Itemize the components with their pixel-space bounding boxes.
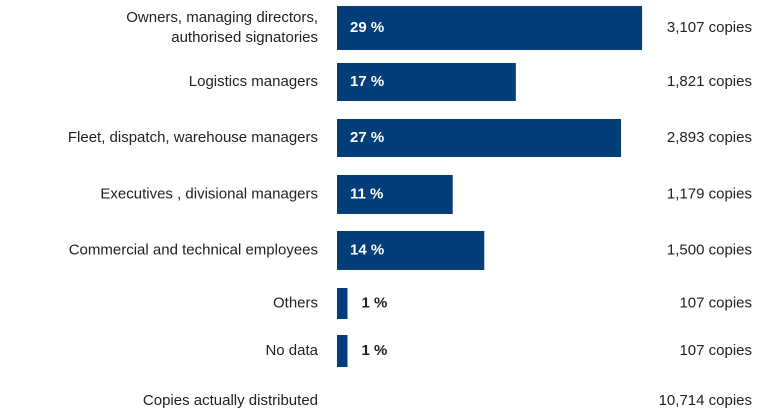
copies-label: 107 copies (679, 342, 752, 359)
copies-label: 2,893 copies (667, 129, 752, 146)
category-label: Executives , divisional managers (100, 185, 318, 202)
bar (337, 175, 453, 214)
bar (337, 231, 485, 270)
total-copies: 10,714 copies (659, 392, 752, 409)
category-label: Commercial and technical employees (69, 241, 318, 258)
category-label: Others (273, 294, 318, 311)
copies-label: 1,821 copies (667, 73, 752, 90)
bar (337, 6, 643, 50)
bar (337, 335, 348, 367)
copies-label: 3,107 copies (667, 19, 752, 36)
category-label: Owners, managing directors, authorised si… (126, 9, 318, 46)
copies-label: 107 copies (679, 294, 752, 311)
category-label: Logistics managers (189, 73, 318, 90)
value-label: 27 % (350, 129, 384, 146)
value-label: 14 % (350, 241, 384, 258)
bar (337, 63, 516, 101)
bar (337, 288, 348, 319)
value-label: 1 % (362, 342, 388, 359)
bar (337, 119, 622, 157)
value-label: 17 % (350, 73, 384, 90)
category-label: No data (265, 342, 318, 359)
category-label: Fleet, dispatch, warehouse managers (68, 129, 318, 146)
value-label: 29 % (350, 19, 384, 36)
value-label: 11 % (350, 185, 383, 202)
value-label: 1 % (362, 294, 388, 311)
total-label: Copies actually distributed (143, 392, 318, 409)
copies-label: 1,179 copies (667, 185, 752, 202)
copies-label: 1,500 copies (667, 241, 752, 258)
